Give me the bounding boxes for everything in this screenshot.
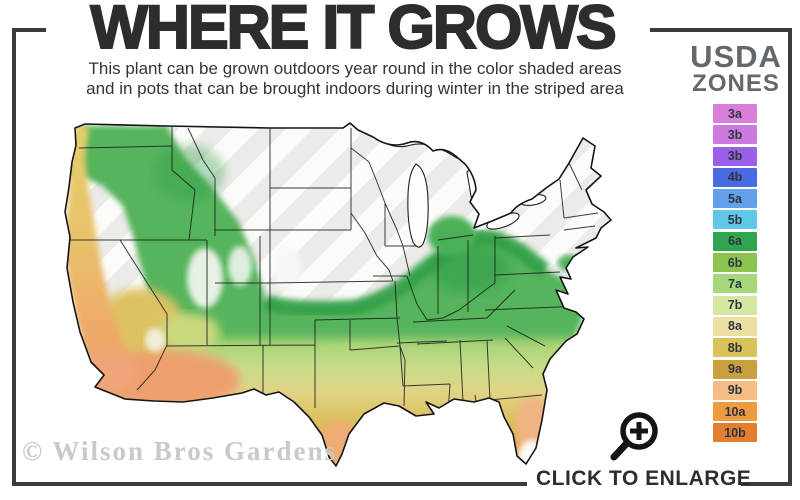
usda-zone-chip-10b: 10b: [713, 423, 757, 443]
us-zone-map[interactable]: [55, 118, 620, 473]
frame-border-right: [788, 28, 792, 486]
frame-border-top-left: [12, 28, 46, 32]
usda-zone-label: 5a: [728, 191, 742, 206]
legend-title-zones: ZONES: [692, 70, 780, 97]
frame-border-bottom-left: [12, 482, 527, 486]
usda-zone-label: 6b: [727, 255, 743, 270]
usda-zone-chip-3a: 3a: [713, 104, 757, 123]
usda-zone-label: 10b: [724, 425, 746, 440]
click-to-enlarge-button[interactable]: CLICK TO ENLARGE: [536, 467, 752, 490]
usda-zone-chip-8a: 8a: [713, 316, 757, 336]
usda-zone-label: 3b: [727, 127, 743, 142]
subtitle-line-2: and in pots that can be brought indoors …: [86, 79, 624, 98]
usda-zone-chip-7a: 7a: [713, 274, 757, 294]
usda-zone-chip-10a: 10a: [713, 402, 757, 422]
usda-zone-chip-4b: 4b: [713, 167, 757, 187]
frame-border-left: [12, 28, 16, 486]
usda-zone-chip-9b: 9b: [713, 380, 757, 400]
usda-zone-label: 3a: [728, 106, 742, 121]
usda-zone-label: 8b: [727, 340, 743, 355]
usda-zone-chip-8b: 8b: [713, 338, 757, 358]
usda-zone-label: 8a: [728, 319, 742, 334]
magnifier-plus-icon[interactable]: [601, 405, 665, 469]
usda-zone-label: 7a: [728, 276, 742, 291]
usda-zone-chip-3b: 3b: [713, 146, 757, 166]
us-outline: [64, 122, 612, 467]
usda-zone-label: 4b: [727, 170, 743, 185]
usda-zone-label: 9a: [728, 362, 742, 377]
usda-zone-chip-9a: 9a: [713, 359, 757, 379]
usda-zone-label: 9b: [727, 383, 743, 398]
subtitle-line-1: This plant can be grown outdoors year ro…: [88, 59, 622, 78]
usda-zone-chip-5a: 5a: [713, 189, 757, 209]
usda-zones-legend-title: USDA ZONES: [682, 39, 790, 97]
usda-zone-label: 7b: [727, 298, 743, 313]
state-borders: [67, 126, 599, 415]
usda-zone-chip-6b: 6b: [713, 253, 757, 273]
frame-border-bottom-right: [741, 482, 792, 486]
us-zone-map-svg[interactable]: [55, 118, 620, 473]
subtitle: This plant can be grown outdoors year ro…: [40, 59, 670, 99]
usda-zone-chip-3b: 3b: [713, 125, 757, 145]
usda-zone-chip-7b: 7b: [713, 295, 757, 315]
usda-zone-label: 10a: [724, 404, 746, 419]
usda-zone-label: 6a: [728, 234, 742, 249]
page-title: WHERE IT GROWS: [89, 0, 617, 62]
frame-border-top-right: [650, 28, 792, 32]
legend-title-usda: USDA: [690, 39, 782, 74]
usda-zone-chip-5b: 5b: [713, 210, 757, 230]
usda-zone-label: 3b: [727, 149, 743, 164]
usda-zone-label: 5b: [727, 212, 743, 227]
watermark: © Wilson Bros Gardens: [22, 436, 337, 466]
usda-zone-chip-6a: 6a: [713, 231, 757, 251]
usda-zone-list: 3a 3b 3b 4b 5a 5b 6a 6b 7a 7b 8a 8b 9a 9b 10a 10b: [713, 104, 757, 443]
